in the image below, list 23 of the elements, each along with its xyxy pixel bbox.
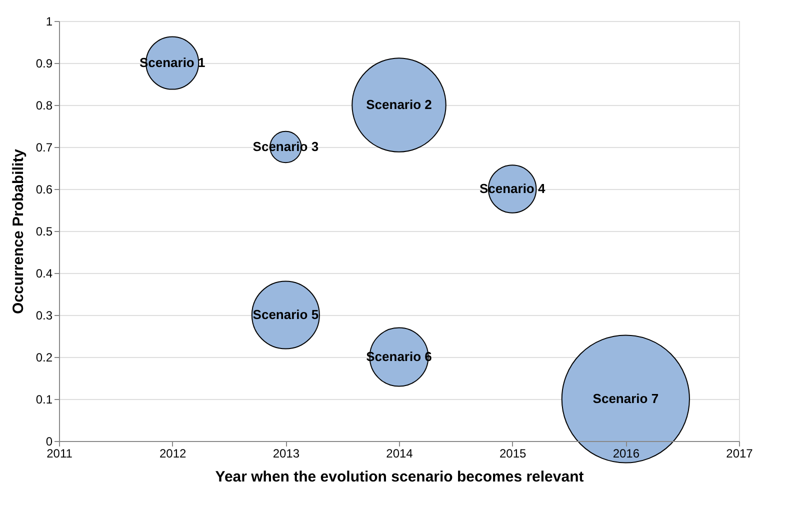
y-tick-label: 0.5	[36, 224, 53, 238]
y-tick-label: 0.7	[36, 140, 53, 154]
y-tick-label: 0	[46, 434, 53, 448]
x-tick-label: 2016	[612, 446, 640, 460]
y-tick-label: 1	[46, 14, 53, 28]
x-tick-label: 2014	[386, 446, 414, 460]
x-tick-label: 2013	[272, 446, 300, 460]
y-tick-label: 0.3	[36, 308, 53, 322]
y-tick-label: 0.2	[36, 350, 53, 364]
y-axis-title: Occurrence Probability	[10, 148, 27, 314]
y-tick-label: 0.1	[36, 392, 53, 406]
annotation: Scenario 7	[592, 391, 659, 406]
x-tick-label: 2017	[726, 446, 754, 460]
y-tick-label: 0.6	[36, 182, 53, 196]
y-tick-label: 0.9	[36, 56, 53, 70]
y-tick-label: 0.8	[36, 98, 53, 112]
x-axis-title: Year when the evolution scenario becomes relevant	[215, 468, 584, 486]
annotation: Scenario 5	[252, 307, 319, 322]
y-tick-label: 0.4	[36, 266, 53, 280]
x-tick-label: 2012	[159, 446, 187, 460]
x-tick-label: 2011	[46, 446, 73, 460]
annotation: Scenario 2	[366, 97, 432, 112]
x-tick-label: 2015	[499, 446, 527, 460]
